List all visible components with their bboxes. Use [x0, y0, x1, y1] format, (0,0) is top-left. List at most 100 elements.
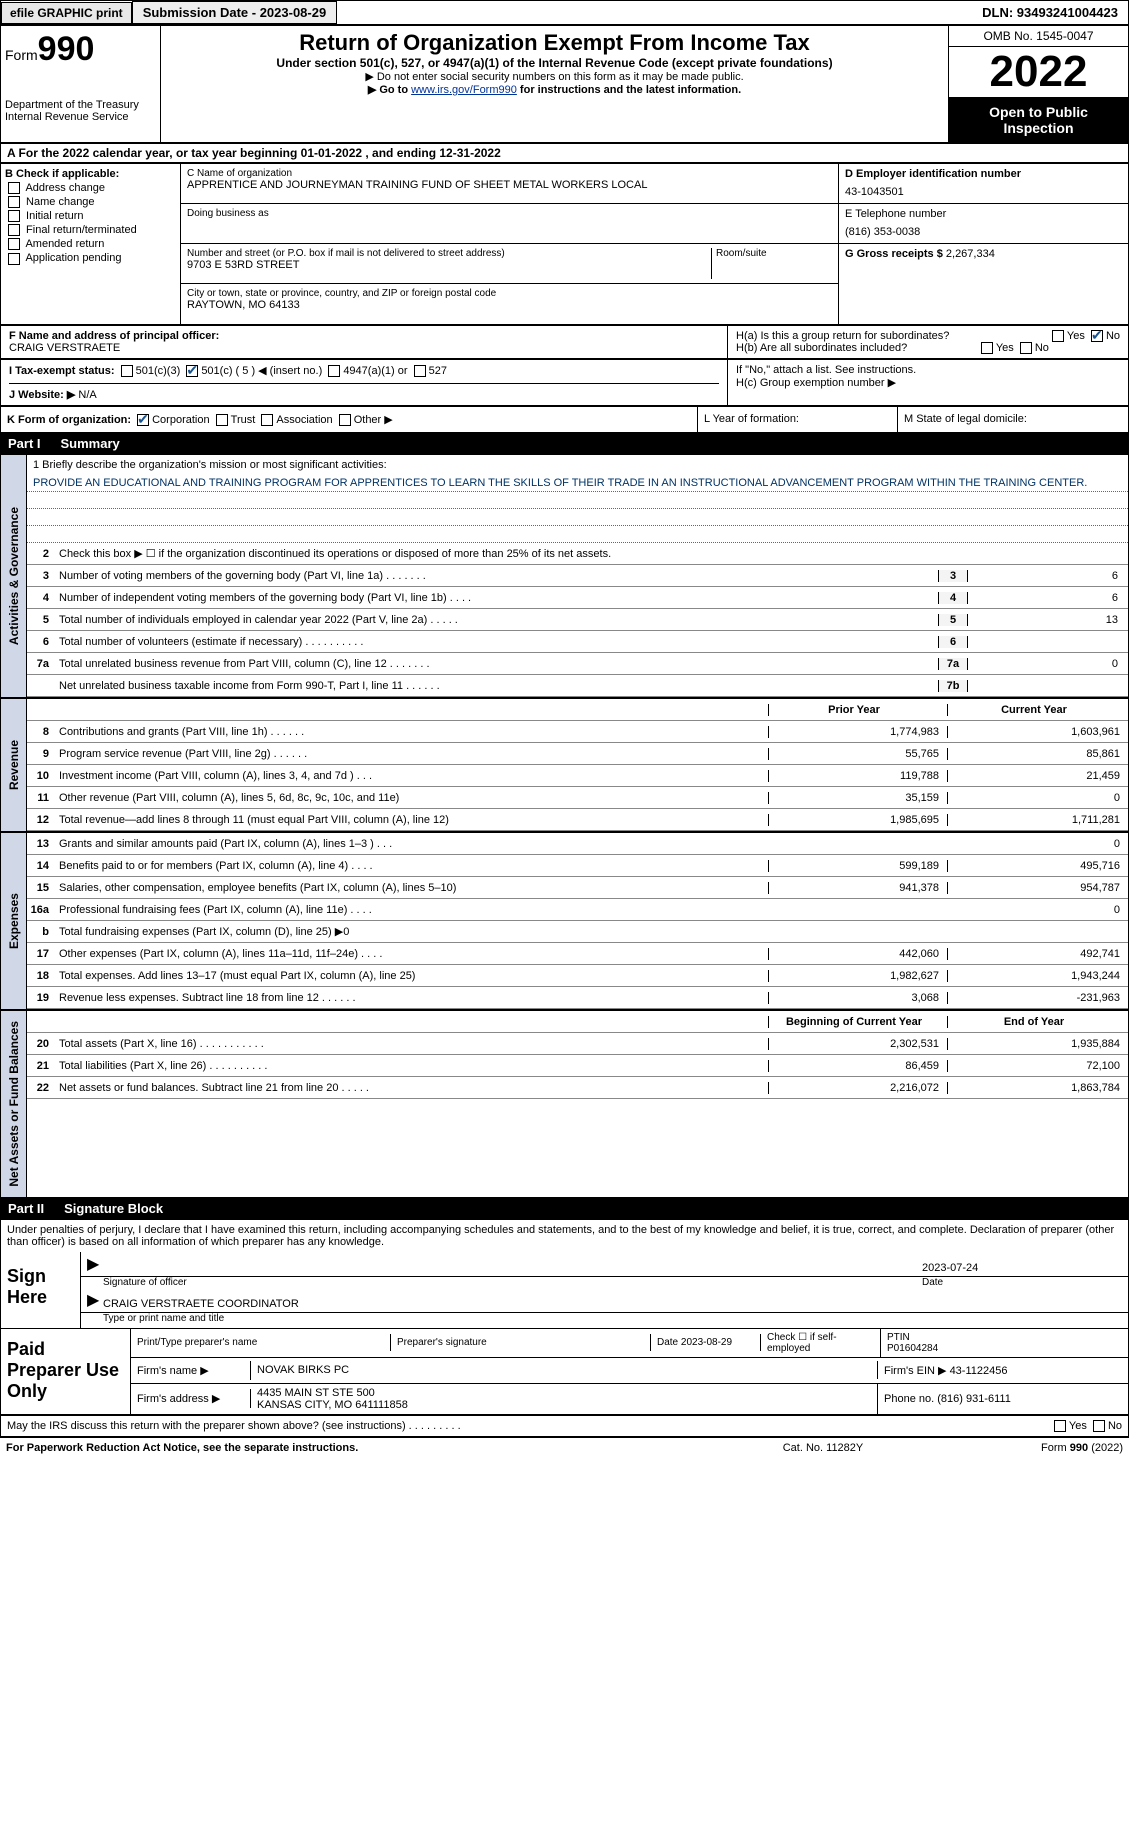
checkbox-final-return-terminated[interactable]: Final return/terminated — [5, 224, 176, 236]
gov-line-6: 6Total number of volunteers (estimate if… — [27, 631, 1128, 653]
checkbox-initial-return[interactable]: Initial return — [5, 210, 176, 222]
part1-header: Part ISummary — [0, 433, 1129, 454]
gov-line-4: 4Number of independent voting members of… — [27, 587, 1128, 609]
efile-btn[interactable]: efile GRAPHIC print — [1, 2, 132, 24]
form-subtitle: Under section 501(c), 527, or 4947(a)(1)… — [165, 56, 944, 70]
paid-preparer-label: Paid Preparer Use Only — [1, 1329, 131, 1414]
line2: Check this box ▶ ☐ if the organization d… — [55, 545, 1128, 562]
side-label-gov: Activities & Governance — [7, 497, 21, 655]
line-15: 15Salaries, other compensation, employee… — [27, 877, 1128, 899]
line-10: 10Investment income (Part VIII, column (… — [27, 765, 1128, 787]
tax-exempt-row: I Tax-exempt status: 501(c)(3) 501(c) ( … — [9, 364, 719, 377]
sign-here-label: Sign Here — [1, 1252, 81, 1328]
firm-phone-label: Phone no. — [884, 1393, 934, 1405]
officer-label: F Name and address of principal officer: — [9, 330, 219, 342]
city-label: City or town, state or province, country… — [187, 288, 832, 299]
firm-phone: (816) 931-6111 — [937, 1393, 1011, 1405]
line-12: 12Total revenue—add lines 8 through 11 (… — [27, 809, 1128, 831]
firm-ein-label: Firm's EIN ▶ — [884, 1365, 947, 1377]
ptin-value: P01604284 — [887, 1343, 938, 1354]
ssn-note: ▶ Do not enter social security numbers o… — [165, 70, 944, 83]
goto-note: ▶ Go to www.irs.gov/Form990 for instruct… — [165, 83, 944, 96]
line-20: 20Total assets (Part X, line 16) . . . .… — [27, 1033, 1128, 1055]
year-formation: L Year of formation: — [698, 407, 898, 432]
city-state-zip: RAYTOWN, MO 64133 — [187, 299, 832, 311]
website-row: J Website: ▶ N/A — [9, 383, 719, 401]
line-13: 13Grants and similar amounts paid (Part … — [27, 833, 1128, 855]
checkbox-name-change[interactable]: Name change — [5, 196, 176, 208]
line-8: 8Contributions and grants (Part VIII, li… — [27, 721, 1128, 743]
ptin-label: PTIN — [887, 1332, 910, 1343]
hb-note: If "No," attach a list. See instructions… — [736, 364, 1120, 376]
row-ij: I Tax-exempt status: 501(c)(3) 501(c) ( … — [0, 359, 1129, 406]
net-assets-section: Net Assets or Fund Balances Beginning of… — [0, 1010, 1129, 1198]
expenses-section: Expenses 13Grants and similar amounts pa… — [0, 832, 1129, 1010]
phone-label: E Telephone number — [845, 208, 1122, 220]
prior-year-hdr: Prior Year — [768, 704, 948, 716]
revenue-section: Revenue Prior YearCurrent Year 8Contribu… — [0, 698, 1129, 832]
row-fh: F Name and address of principal officer:… — [0, 325, 1129, 359]
open-inspection: Open to Public Inspection — [949, 98, 1128, 142]
checkbox-application-pending[interactable]: Application pending — [5, 252, 176, 264]
line-16a: 16aProfessional fundraising fees (Part I… — [27, 899, 1128, 921]
firm-addr2: KANSAS CITY, MO 641111858 — [257, 1399, 408, 1411]
line-11: 11Other revenue (Part VIII, column (A), … — [27, 787, 1128, 809]
sig-date: 2023-07-24 — [922, 1262, 1122, 1274]
tax-year: 2022 — [949, 47, 1128, 98]
discuss-question: May the IRS discuss this return with the… — [0, 1415, 1129, 1437]
activities-governance: Activities & Governance 1 Briefly descri… — [0, 454, 1129, 698]
h-c: H(c) Group exemption number ▶ — [736, 376, 1120, 389]
line-18: 18Total expenses. Add lines 13–17 (must … — [27, 965, 1128, 987]
part2-header: Part IISignature Block — [0, 1198, 1129, 1219]
mission-label: 1 Briefly describe the organization's mi… — [27, 455, 1128, 475]
begin-year-hdr: Beginning of Current Year — [768, 1016, 948, 1028]
print-name-label: Print/Type preparer's name — [131, 1334, 391, 1351]
gov-line-7b: Net unrelated business taxable income fr… — [27, 675, 1128, 697]
current-year-hdr: Current Year — [948, 704, 1128, 716]
room-label: Room/suite — [712, 248, 832, 279]
section-b: B Check if applicable: Address change Na… — [1, 164, 181, 324]
declaration: Under penalties of perjury, I declare th… — [1, 1220, 1128, 1252]
officer-name-title: CRAIG VERSTRAETE COORDINATOR — [103, 1298, 299, 1310]
form-of-org: K Form of organization: Corporation Trus… — [1, 407, 698, 432]
irs-link[interactable]: www.irs.gov/Form990 — [411, 84, 517, 96]
topbar: efile GRAPHIC print Submission Date - 20… — [0, 0, 1129, 25]
row-klm: K Form of organization: Corporation Trus… — [0, 406, 1129, 433]
ein-label: D Employer identification number — [845, 168, 1021, 180]
paperwork-notice: For Paperwork Reduction Act Notice, see … — [6, 1442, 723, 1454]
section-c: C Name of organization APPRENTICE AND JO… — [181, 164, 838, 324]
state-domicile: M State of legal domicile: — [898, 407, 1128, 432]
line-9: 9Program service revenue (Part VIII, lin… — [27, 743, 1128, 765]
line-17: 17Other expenses (Part IX, column (A), l… — [27, 943, 1128, 965]
checkbox-address-change[interactable]: Address change — [5, 182, 176, 194]
signature-block: Under penalties of perjury, I declare th… — [0, 1219, 1129, 1415]
firm-addr-label: Firm's address ▶ — [131, 1389, 251, 1408]
side-label-exp: Expenses — [7, 883, 21, 959]
firm-addr1: 4435 MAIN ST STE 500 — [257, 1387, 375, 1399]
h-b: H(b) Are all subordinates included? Yes … — [736, 342, 1120, 354]
prep-date: Date 2023-08-29 — [651, 1334, 761, 1351]
dept-label: Department of the Treasury Internal Reve… — [5, 99, 156, 123]
date-label: Date — [922, 1277, 1122, 1288]
gross-receipts: 2,267,334 — [946, 248, 995, 260]
line-14: 14Benefits paid to or for members (Part … — [27, 855, 1128, 877]
org-name: APPRENTICE AND JOURNEYMAN TRAINING FUND … — [187, 179, 832, 191]
addr-label: Number and street (or P.O. box if mail i… — [187, 248, 711, 259]
firm-name-label: Firm's name ▶ — [131, 1361, 251, 1380]
side-label-rev: Revenue — [7, 730, 21, 800]
footer-line: For Paperwork Reduction Act Notice, see … — [0, 1437, 1129, 1458]
side-label-net: Net Assets or Fund Balances — [7, 1011, 21, 1197]
end-year-hdr: End of Year — [948, 1016, 1128, 1028]
line-21: 21Total liabilities (Part X, line 26) . … — [27, 1055, 1128, 1077]
dln: DLN: 93493241004423 — [972, 2, 1128, 23]
form-title: Return of Organization Exempt From Incom… — [165, 30, 944, 56]
sig-officer-label: Signature of officer — [103, 1277, 922, 1288]
firm-ein: 43-1122456 — [950, 1365, 1008, 1377]
firm-name: NOVAK BIRKS PC — [251, 1361, 878, 1379]
form-number: Form990 — [5, 30, 156, 69]
self-employed: Check ☐ if self-employed — [761, 1329, 881, 1357]
officer-name: CRAIG VERSTRAETE — [9, 342, 120, 354]
cat-no: Cat. No. 11282Y — [723, 1442, 923, 1454]
checkbox-amended-return[interactable]: Amended return — [5, 238, 176, 250]
form-footer: Form 990 (2022) — [923, 1442, 1123, 1454]
